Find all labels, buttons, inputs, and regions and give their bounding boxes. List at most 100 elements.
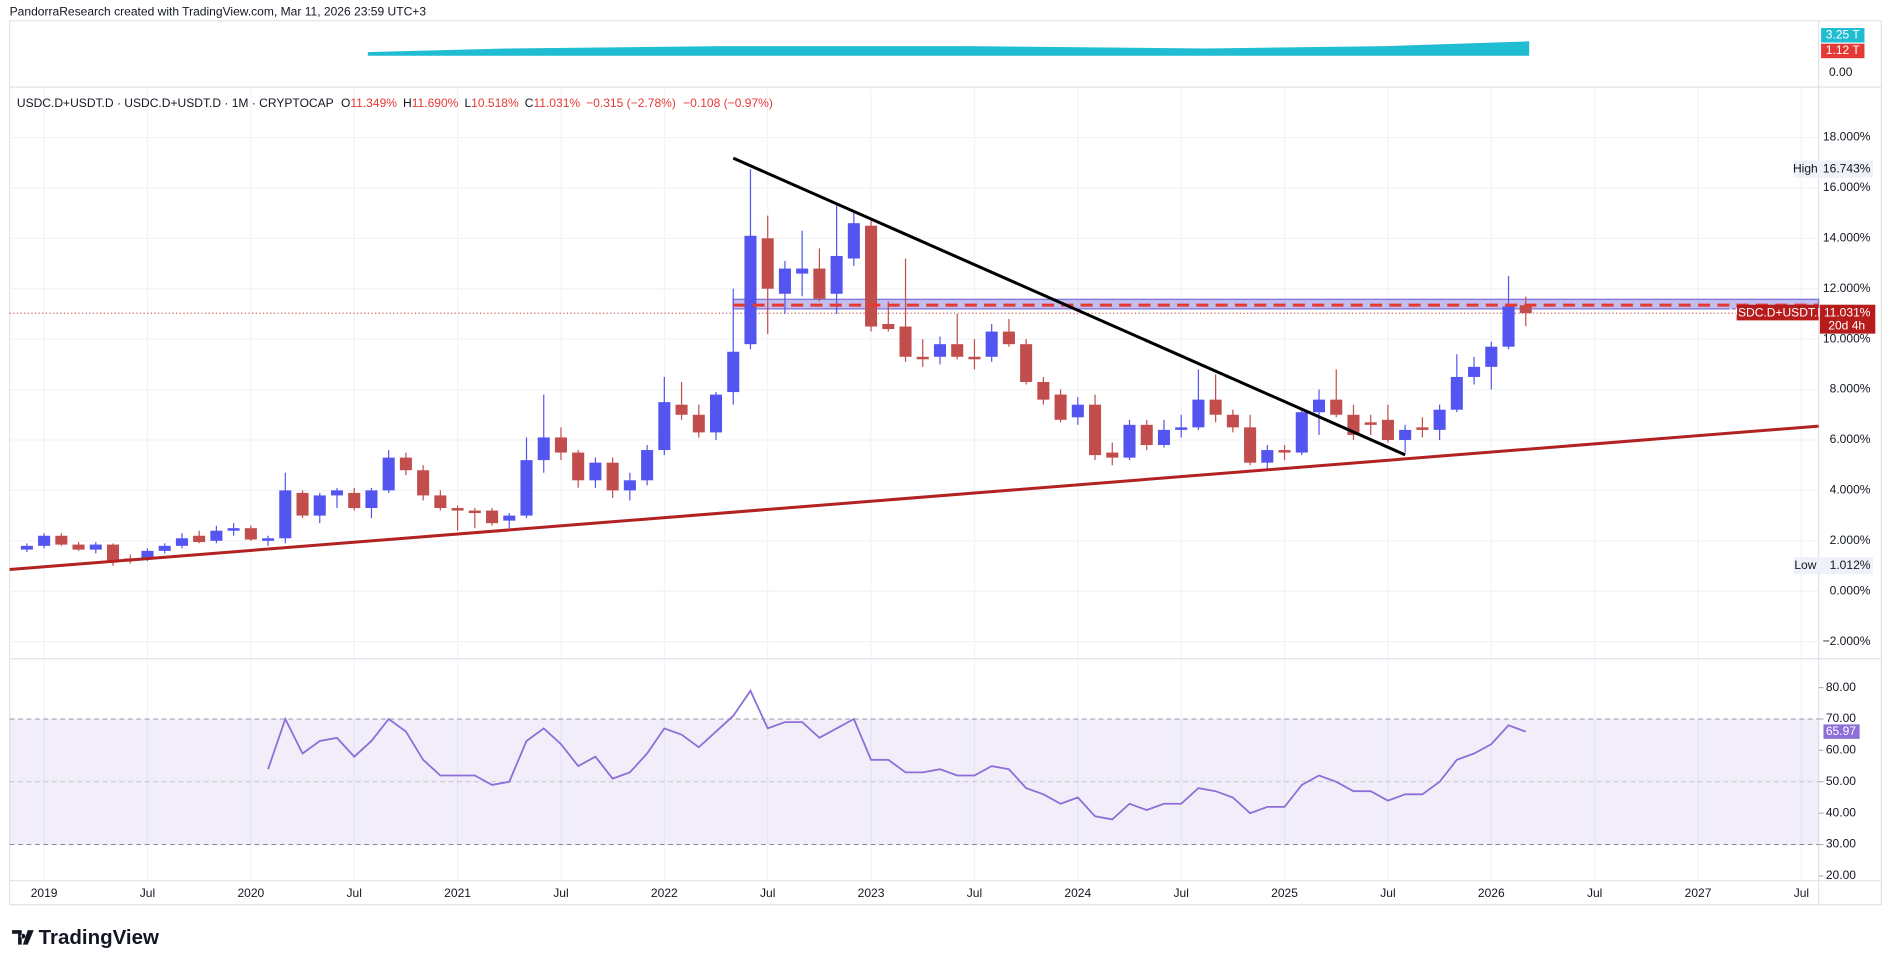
last-price-name: USDC.D+USDT.D [1729,305,1826,319]
candle-body [503,515,516,521]
legend-key: H [403,96,412,110]
candle-body [1502,306,1515,347]
logo: TradingView [12,926,159,949]
y-tick-label: 14.000% [1823,231,1871,245]
candle-body [1054,394,1067,420]
candle-body [106,544,120,561]
y-tick-label: −2.000% [1823,634,1871,648]
x-tick-label: 2024 [1064,886,1091,900]
candle-body [296,492,309,516]
marker-label: 16.743% [1823,161,1871,175]
candle-body [1450,376,1463,410]
candle-body [210,530,223,541]
candle-body [572,452,585,481]
candle-body [1416,427,1429,430]
x-tick-label: 2026 [1478,886,1505,900]
x-tick-label: Jul [1380,886,1395,900]
candle-body [89,544,102,550]
x-tick-label: Jul [347,886,362,900]
candle-body [1037,381,1050,400]
candle-body [1123,424,1136,458]
candle-body [1209,399,1222,415]
legend-value: 11.349% [350,96,397,110]
legend-symbol: USDC.D+USDT.D · USDC.D+USDT.D · 1M · CRY… [17,96,334,110]
candle-body [1381,419,1394,440]
y-tick-label: 10.000% [1823,331,1871,345]
countdown: 20d 4h [1828,319,1865,333]
x-tick-label: 2019 [31,886,58,900]
candle-body [623,480,636,491]
volume-label-box [1821,28,1865,43]
candle-body [244,528,257,540]
logo-icon [12,930,34,945]
legend-change: −0.315 (−2.78%) [586,96,676,110]
candle-body [348,492,361,509]
candle-body [20,545,33,550]
candle-body [813,268,826,299]
candle-body [589,462,602,481]
candle-body [1244,427,1257,463]
volume-axis-label: 0.00 [1829,65,1853,79]
candle-body [1261,450,1274,463]
y-tick-label: 6.000% [1830,432,1871,446]
candle-body [847,223,860,259]
candle-body [641,450,654,481]
candle-body [537,437,550,461]
volume-area [367,41,1530,56]
y-tick-label: 20.00 [1826,868,1856,882]
rsi-line [267,688,1527,821]
marker-box [1793,557,1873,575]
logo-text: TradingView [39,926,159,949]
candle-body [1020,344,1033,382]
legend-value: 10.518% [471,96,519,110]
candle-body [227,528,240,531]
candle-body [262,538,275,541]
candle-body [486,510,499,524]
legend-change: −0.108 (−0.97%) [683,96,773,110]
candle-body [1278,450,1291,453]
y-tick-label: 50.00 [1826,774,1856,788]
candle-body [778,268,791,294]
legend-key: C [525,96,534,110]
candle-body [38,535,51,546]
x-tick-label: Jul [967,886,982,900]
candle-body [933,344,947,357]
candle-body [1399,429,1412,440]
candle-body [692,414,705,433]
y-tick-label: 16.000% [1823,180,1871,194]
candle-body [1226,414,1239,428]
candle-body [606,462,619,491]
y-tick-label: 2.000% [1830,533,1871,547]
volume-label: 1.12 T [1826,43,1861,57]
candle-body [520,460,533,516]
candle-body [1433,409,1446,430]
candle-body [193,535,206,543]
candle-body [365,490,378,509]
trendline [732,156,1406,457]
y-tick-label: 8.000% [1830,382,1871,396]
candle-body [175,538,188,546]
x-tick-label: Jul [1794,886,1809,900]
trendline [9,424,1819,572]
candle-body [1519,305,1532,314]
candle-body [1140,424,1153,446]
marker-name: Low [1794,558,1816,572]
marker-box [1793,160,1873,178]
candle-body [1089,404,1102,456]
marker-name: High [1793,161,1818,175]
x-tick-label: Jul [140,886,155,900]
candle-body [1485,346,1498,367]
candle-body [727,351,740,393]
candle-body [882,324,895,330]
candle-body [916,356,929,360]
legend-key: O [341,96,350,110]
candle-body [761,238,774,289]
y-tick-label: 0.000% [1830,583,1871,597]
candle-body [1192,399,1205,428]
candle-body [985,331,998,357]
rsi-last-label: 65.97 [1826,724,1856,738]
y-tick-label: 12.000% [1823,281,1871,295]
